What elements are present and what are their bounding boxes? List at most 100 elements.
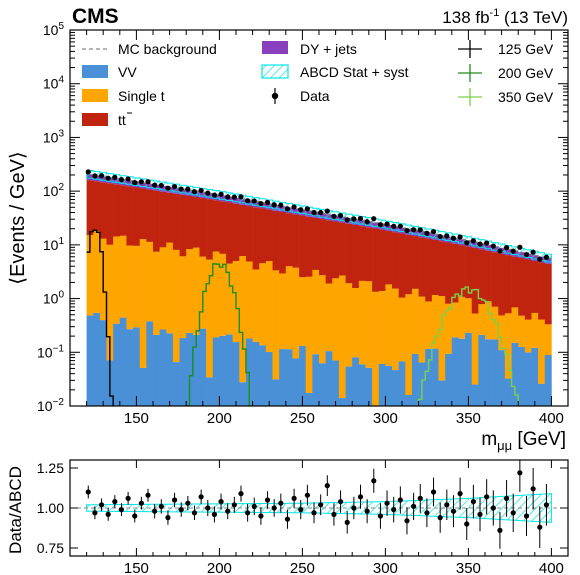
data-point [145, 179, 151, 185]
data-point [391, 223, 397, 229]
ratio-uncertainty-band [70, 493, 568, 523]
data-point [92, 173, 98, 179]
bar-ttbar [292, 214, 300, 268]
bar-single-t [498, 315, 506, 351]
bar-single-t [93, 230, 101, 313]
data-point [357, 215, 364, 222]
bar-ttbar [471, 247, 479, 314]
ratio-point [132, 513, 138, 519]
ratio-point [191, 510, 198, 516]
bar-single-t [279, 273, 287, 350]
bar-vv [299, 345, 307, 406]
lumi-suffix: (13 TeV) [499, 8, 568, 27]
bar-ttbar [491, 252, 499, 307]
bar-vv [133, 327, 141, 406]
legend-label-mc: MC background [118, 41, 217, 57]
bar-vv [192, 334, 200, 406]
ratio-point [537, 524, 543, 530]
bar-ttbar [518, 258, 526, 316]
ratio-point [245, 510, 251, 516]
bar-single-t [392, 288, 399, 371]
bar-single-t [365, 281, 373, 368]
data-point [364, 219, 370, 225]
bar-ttbar [232, 203, 240, 262]
bar-single-t [226, 263, 233, 335]
bar-single-t [186, 249, 194, 333]
bar-vv [332, 360, 340, 406]
ratio-point [112, 499, 118, 505]
ratio-point [185, 500, 191, 506]
bar-single-t [385, 284, 393, 366]
ratio-point [510, 510, 516, 516]
bar-single-t [372, 291, 380, 406]
ratio-point [417, 495, 423, 501]
ratio-point [284, 516, 291, 522]
data-point [337, 213, 344, 219]
data-point [278, 202, 284, 208]
bar-vv [392, 370, 399, 406]
legend-swatch-350 [458, 88, 482, 106]
data-point [218, 191, 224, 197]
bar-vv [166, 333, 174, 406]
bar-vv [226, 334, 233, 406]
bar-vv [259, 345, 267, 406]
legend-swatch-125 [458, 40, 482, 58]
bar-single-t [544, 324, 552, 356]
bar-vv [159, 329, 167, 406]
main-plot-frame [69, 29, 569, 407]
bar-vv [511, 342, 519, 406]
legend-swatch-abcd [261, 64, 289, 79]
ratio-plot-frame [69, 459, 569, 557]
bar-single-t [126, 245, 134, 330]
x-tick-label: 300 [373, 410, 398, 427]
bar-ttbar [259, 208, 267, 264]
bar-vv [518, 346, 526, 406]
bar-ttbar [345, 223, 353, 284]
bar-vv [378, 364, 386, 406]
bar-single-t [212, 251, 220, 338]
bar-single-t [531, 312, 539, 348]
bar-single-t [345, 283, 353, 367]
bar-single-t [425, 301, 433, 349]
bar-ttbar [465, 246, 473, 299]
data-point [251, 198, 257, 204]
ratio-point [444, 502, 450, 508]
ratio-point [384, 500, 390, 506]
bar-vv [93, 312, 101, 406]
bar-vv [139, 367, 147, 406]
luminosity-label: 138 fb-1 (13 TeV) [442, 7, 568, 27]
bar-vv [418, 362, 426, 406]
bar-vv [212, 337, 220, 406]
bar-single-t [206, 259, 214, 378]
y-tick-label: 100 [43, 290, 65, 307]
bar-vv [153, 334, 160, 406]
ratio-point [497, 527, 503, 534]
y-tick-label: 101 [43, 236, 65, 253]
ratio-axes: 150 200 250 300 350 400 0.75 1.00 1.25 [37, 460, 568, 575]
bar-ttbar [524, 259, 532, 320]
bar-vv [252, 341, 260, 406]
bar-vv [471, 384, 479, 406]
bar-single-t [398, 297, 406, 362]
ratio-x-tick-label: 200 [207, 560, 232, 575]
legend-swatch-dy-jets [262, 41, 288, 54]
legend-label-ttbar: tt [118, 112, 126, 128]
bar-vv [186, 332, 194, 406]
bar-ttbar [485, 250, 492, 302]
legend-label-single-t: Single t [118, 88, 165, 104]
bar-vv [458, 338, 466, 406]
ratio-point [543, 502, 550, 508]
data-point [537, 256, 543, 262]
bar-single-t [133, 245, 141, 328]
bar-vv [365, 367, 373, 406]
data-point [291, 204, 297, 210]
x-tick-label: 350 [456, 410, 481, 427]
bar-vv [438, 380, 446, 406]
bar-single-t [312, 269, 320, 355]
x-tick-label: 150 [124, 410, 149, 427]
bar-ttbar [179, 194, 187, 257]
ratio-point [490, 505, 496, 511]
bar-ttbar [531, 260, 539, 313]
bar-ttbar [325, 220, 333, 284]
bar-ttbar [133, 187, 141, 246]
